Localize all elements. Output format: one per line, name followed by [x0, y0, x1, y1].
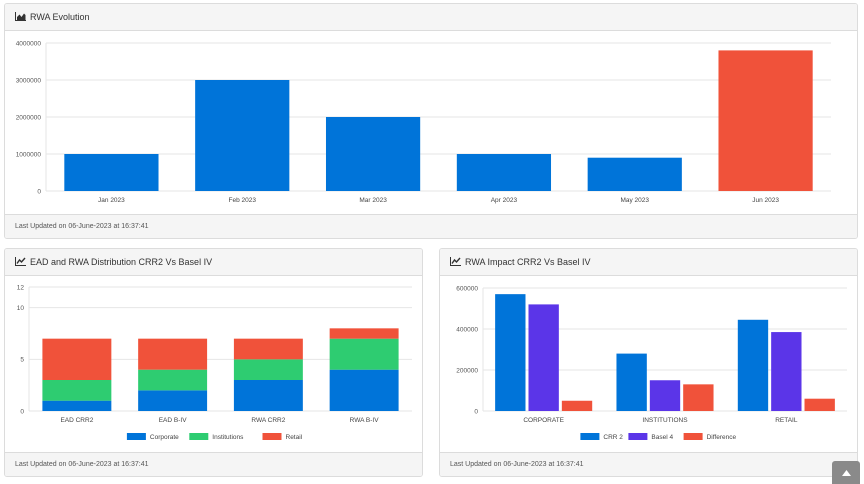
- bar: [528, 304, 559, 411]
- bar: [195, 80, 290, 191]
- legend-label: Difference: [707, 434, 737, 441]
- y-tick-label: 12: [17, 284, 25, 291]
- bar-segment: [138, 338, 208, 370]
- bar-segment: [233, 359, 303, 380]
- y-tick-label: 5: [20, 357, 24, 364]
- legend-swatch: [683, 433, 703, 440]
- y-tick-label: 0: [37, 188, 41, 195]
- y-tick-label: 600000: [456, 285, 478, 292]
- y-tick-label: 400000: [456, 326, 478, 333]
- bar: [456, 154, 552, 191]
- legend-swatch: [189, 433, 209, 440]
- x-tick-label: EAD B-IV: [159, 417, 187, 424]
- x-tick-label: RWA CRR2: [251, 417, 285, 424]
- bar-segment: [329, 328, 399, 339]
- ead-distribution-panel: EAD and RWA Distribution CRR2 Vs Basel I…: [4, 248, 423, 477]
- bar-segment: [42, 380, 112, 401]
- y-tick-label: 2000000: [16, 114, 42, 121]
- legend-label: Institutions: [212, 434, 244, 441]
- x-tick-label: CORPORATE: [523, 417, 564, 424]
- legend-swatch: [126, 433, 146, 440]
- y-tick-label: 1000000: [16, 151, 42, 158]
- x-tick-label: RETAIL: [775, 417, 798, 424]
- y-tick-label: 0: [20, 408, 24, 415]
- rwa-evolution-chart: 0 1000000 2000000 3000000 4000000 Jan 2023 Feb…: [16, 40, 831, 204]
- bar: [771, 332, 802, 411]
- line-chart-icon: [450, 257, 461, 266]
- rwa-impact-chart: 0 200000 400000 600000 CORPORATE INSTITUTIONS…: [456, 285, 847, 441]
- bar: [804, 398, 835, 411]
- x-tick-label: Mar 2023: [359, 197, 387, 204]
- caret-up-icon: [841, 469, 851, 476]
- line-chart-icon: [15, 257, 26, 266]
- y-tick-label: 0: [474, 408, 478, 415]
- bar-segment: [138, 369, 208, 391]
- bar-segment: [329, 369, 399, 411]
- x-tick-label: EAD CRR2: [60, 417, 93, 424]
- rwa-impact-footer: Last Updated on 06-June-2023 at 16:37:41: [440, 452, 857, 476]
- x-tick-label: Feb 2023: [229, 197, 257, 204]
- rwa-impact-title: RWA Impact CRR2 Vs Basel IV: [465, 257, 591, 267]
- ead-distribution-title: EAD and RWA Distribution CRR2 Vs Basel I…: [30, 257, 213, 267]
- bar: [737, 319, 769, 411]
- ead-distribution-chart: 0 5 10 12 EAD CRR2 EAD B-IV RWA CRR2 RWA B-IV Co…: [17, 284, 412, 441]
- bar: [561, 400, 593, 411]
- x-tick-label: RWA B-IV: [350, 417, 380, 424]
- legend-label: Corporate: [150, 434, 179, 441]
- bar: [587, 157, 682, 191]
- bar-segment: [42, 338, 112, 380]
- rwa-impact-panel: RWA Impact CRR2 Vs Basel IV 0 200000 40000…: [439, 248, 858, 477]
- area-chart-icon: [15, 12, 26, 21]
- legend-swatch: [262, 433, 282, 440]
- legend-label: Basel 4: [651, 434, 673, 441]
- ead-distribution-footer: Last Updated on 06-June-2023 at 16:37:41: [5, 452, 422, 476]
- bar-segment: [329, 338, 399, 370]
- y-tick-label: 200000: [456, 367, 478, 374]
- x-tick-label: Apr 2023: [491, 197, 518, 204]
- x-tick-label: May 2023: [620, 197, 649, 204]
- legend-label: CRR 2: [603, 434, 623, 441]
- scroll-to-top-button[interactable]: [832, 461, 860, 484]
- y-tick-label: 10: [17, 305, 25, 312]
- bar-segment: [42, 400, 112, 411]
- legend-label: Retail: [286, 434, 303, 441]
- bar-segment: [233, 338, 303, 360]
- rwa-evolution-title: RWA Evolution: [30, 12, 90, 22]
- rwa-impact-header: RWA Impact CRR2 Vs Basel IV: [440, 249, 857, 276]
- bar: [718, 50, 813, 192]
- bar: [325, 117, 421, 191]
- bar-segment: [233, 380, 303, 411]
- ead-distribution-header: EAD and RWA Distribution CRR2 Vs Basel I…: [5, 249, 422, 276]
- bar: [495, 294, 526, 411]
- bar: [683, 384, 714, 411]
- legend-swatch: [580, 433, 600, 440]
- bar: [649, 380, 681, 411]
- rwa-evolution-header: RWA Evolution: [5, 4, 857, 31]
- y-tick-label: 3000000: [16, 77, 42, 84]
- bar-segment: [138, 390, 208, 411]
- bar: [616, 353, 647, 411]
- legend-swatch: [628, 433, 648, 440]
- bar: [64, 154, 159, 191]
- y-tick-label: 4000000: [16, 40, 42, 47]
- rwa-evolution-panel: RWA Evolution 0 1000000 2000000 3000000 4000…: [4, 3, 858, 239]
- x-tick-label: Jun 2023: [752, 197, 779, 204]
- x-tick-label: Jan 2023: [98, 197, 125, 204]
- rwa-evolution-footer: Last Updated on 06-June-2023 at 16:37:41: [5, 214, 857, 238]
- x-tick-label: INSTITUTIONS: [642, 417, 688, 424]
